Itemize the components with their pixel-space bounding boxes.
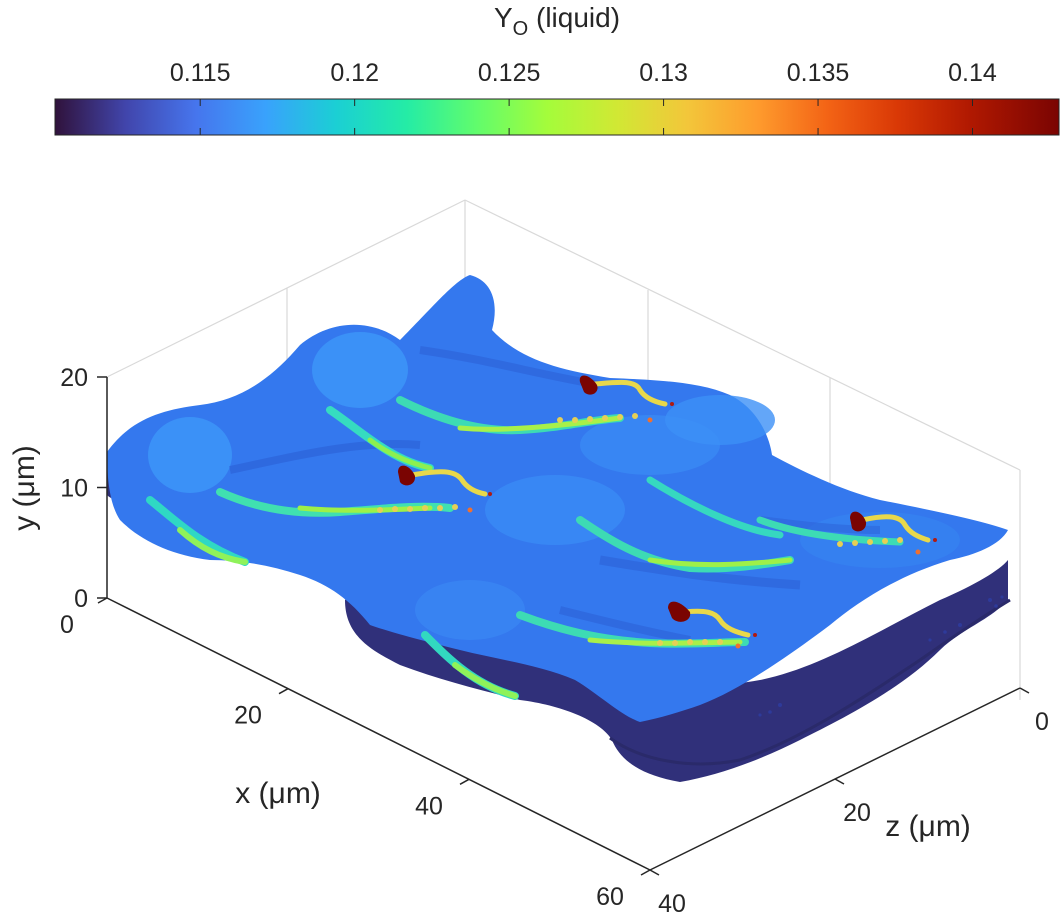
z-tick-label: 0 [1035, 708, 1049, 736]
lower-surface-right [345, 560, 1008, 782]
colorbar-bar [54, 98, 1060, 136]
surface-groove [599, 555, 801, 590]
x-tick-label: 20 [234, 702, 262, 730]
colorbar: 0.115 0.12 0.125 0.13 0.135 0.14 YO (liquid) [54, 2, 1060, 136]
channel [647, 557, 793, 568]
surface-bulge [415, 580, 525, 640]
trail [592, 379, 668, 407]
surface-bulge [148, 417, 232, 493]
box-edge [106, 199, 466, 378]
droplet [850, 511, 867, 532]
z-tick-mark [1019, 687, 1030, 694]
z-tick-mark [834, 778, 845, 785]
colorbar-title-suffix: (liquid) [528, 2, 620, 33]
channel [452, 662, 518, 699]
channel [177, 527, 248, 565]
colorbar-title: YO (liquid) [494, 2, 620, 40]
colorbar-tick-label: 0.135 [787, 59, 850, 87]
surface-groove [229, 440, 421, 474]
trail [859, 514, 931, 543]
particle-dots [377, 402, 937, 649]
channel [367, 437, 433, 471]
surface-bulge [312, 332, 408, 408]
z-tick-label: 20 [843, 799, 871, 827]
axis-ticks: 0 20 40 60 0 20 40 0 10 20 [60, 364, 1049, 916]
channel [646, 476, 784, 539]
colorbar-title-main: Y [494, 2, 513, 33]
x-tick-mark [278, 688, 289, 695]
channel [457, 415, 623, 432]
x-tick-mark [640, 869, 651, 876]
x-tick-label: 60 [596, 883, 624, 911]
y-tick-label: 0 [74, 585, 88, 613]
droplet [668, 601, 691, 622]
x-tick-label: 0 [60, 611, 74, 639]
droplet [579, 375, 598, 395]
colorbar-tick-label: 0.13 [639, 59, 688, 87]
colorbar-ticks: 0.115 0.12 0.125 0.13 0.135 0.14 [170, 59, 997, 135]
box-edge [464, 199, 1021, 471]
colorbar-tick-label: 0.14 [948, 59, 997, 87]
x-axis-line [106, 597, 651, 871]
lower-surface-edge [609, 598, 1011, 766]
colorbar-title-sub: O [513, 18, 529, 40]
x-tick-label: 40 [415, 792, 443, 820]
colorbar-tick-label: 0.125 [478, 59, 541, 87]
y-axis-label: y (μm) [8, 445, 41, 531]
droplets [398, 375, 867, 622]
z-axis-label: z (μm) [885, 810, 971, 843]
edge-fragments [758, 595, 1004, 717]
y-tick-label: 10 [60, 475, 88, 503]
droplet-trails [409, 379, 931, 638]
trail [682, 608, 751, 638]
droplet [398, 465, 416, 486]
y-tick-label: 20 [60, 364, 88, 392]
surface-groove [419, 346, 601, 389]
surface-groove [559, 606, 691, 644]
x-axis-label: x (μm) [235, 777, 321, 810]
z-tick-mark [649, 869, 660, 876]
colorbar-tick-label: 0.12 [330, 59, 379, 87]
surface-bulge [665, 395, 775, 445]
z-tick-label: 40 [658, 890, 686, 916]
x-tick-mark [459, 778, 470, 785]
x-tick-mark [97, 597, 108, 604]
colorbar-tick-label: 0.115 [170, 59, 231, 87]
channel [297, 505, 433, 513]
trail [409, 469, 488, 497]
